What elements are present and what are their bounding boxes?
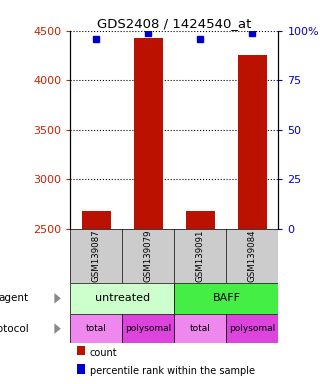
Bar xyxy=(70,283,174,314)
Text: untreated: untreated xyxy=(95,293,150,303)
Bar xyxy=(82,211,111,229)
Text: GSM139084: GSM139084 xyxy=(248,230,257,282)
Bar xyxy=(174,283,278,314)
Text: polysomal: polysomal xyxy=(125,324,172,333)
Text: protocol: protocol xyxy=(0,324,29,334)
Text: BAFF: BAFF xyxy=(212,293,240,303)
Text: GSM139091: GSM139091 xyxy=(196,230,205,282)
Text: polysomal: polysomal xyxy=(229,324,276,333)
Bar xyxy=(186,211,215,229)
Text: GSM139079: GSM139079 xyxy=(144,230,153,282)
Text: total: total xyxy=(86,324,107,333)
Title: GDS2408 / 1424540_at: GDS2408 / 1424540_at xyxy=(97,17,252,30)
Bar xyxy=(227,314,278,343)
Bar xyxy=(123,314,174,343)
Bar xyxy=(70,314,123,343)
Text: count: count xyxy=(90,348,117,358)
Text: total: total xyxy=(190,324,211,333)
Text: GSM139087: GSM139087 xyxy=(92,230,101,282)
Text: agent: agent xyxy=(0,293,29,303)
Text: percentile rank within the sample: percentile rank within the sample xyxy=(90,366,255,376)
Bar xyxy=(174,314,227,343)
Bar xyxy=(134,38,163,229)
Bar xyxy=(238,56,267,229)
